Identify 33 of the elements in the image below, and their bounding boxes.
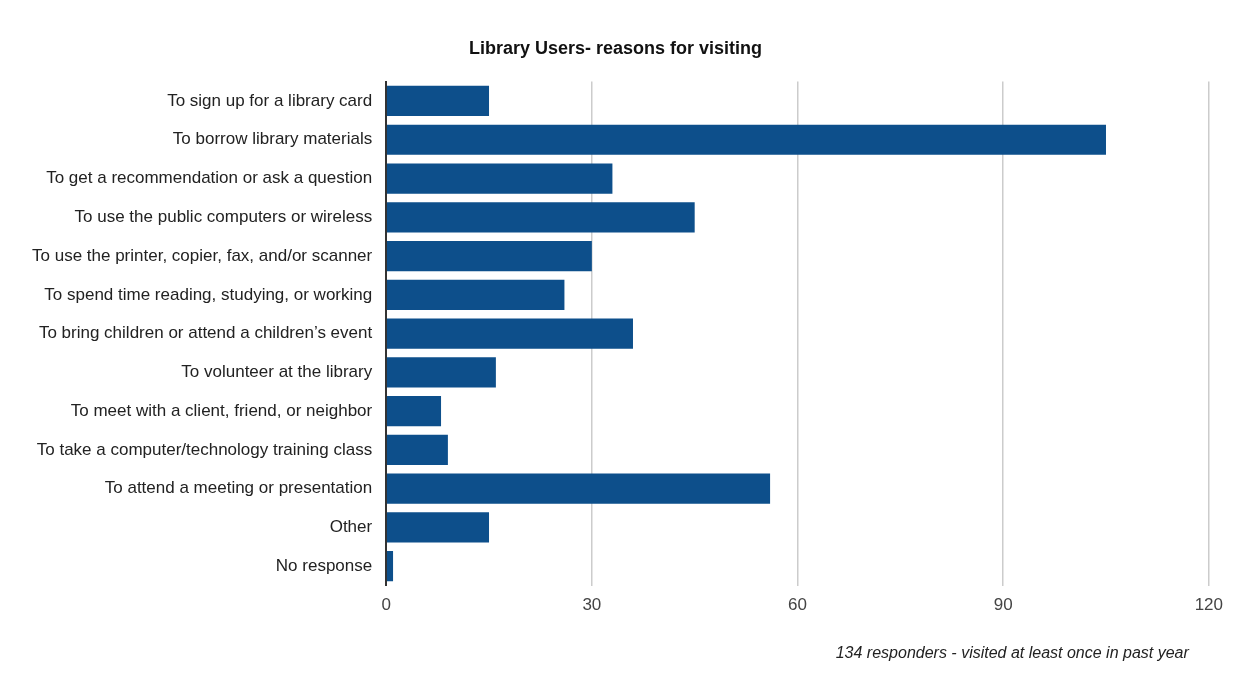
y-tick-label: To spend time reading, studying, or working [44, 284, 373, 304]
bar [386, 202, 695, 233]
x-tick-label: 30 [582, 595, 602, 615]
y-tick-label: To borrow library materials [172, 129, 373, 149]
bar [386, 85, 490, 117]
y-tick-label: To meet with a client, friend, or neighbor [70, 400, 373, 420]
x-tick-label: 90 [993, 595, 1013, 615]
bar [386, 163, 613, 194]
y-tick-label: To use the printer, copier, fax, and/or scanner [32, 245, 373, 265]
bar [386, 473, 771, 504]
x-tick-label: 0 [381, 595, 391, 615]
y-tick-label: No response [275, 555, 373, 575]
y-tick-label: To sign up for a library card [167, 90, 373, 110]
y-tick-label: To volunteer at the library [181, 362, 373, 382]
bar [386, 240, 592, 272]
y-tick-label: To use the public computers or wireless [74, 206, 373, 226]
bar [386, 357, 496, 388]
text: 134 responders - visited at least once in past year [835, 644, 1190, 662]
y-tick-label: To attend a meeting or presentation [104, 478, 373, 498]
x-tick-label: 120 [1194, 595, 1224, 615]
y-tick-label: Other [329, 517, 373, 537]
x-tick-label: 60 [788, 595, 807, 615]
bar [386, 396, 442, 427]
chart-title: Library Users- reasons for visiting [468, 37, 763, 58]
y-tick-label: To get a recommendation or ask a question [46, 168, 373, 188]
bar [386, 434, 448, 466]
y-tick-label: To bring children or attend a children’s event [38, 323, 373, 343]
bar [386, 551, 394, 582]
bar [386, 279, 565, 310]
bar [386, 124, 1106, 155]
y-tick-label: To take a computer/technology training class [36, 439, 373, 459]
bar [386, 512, 490, 543]
bar [386, 318, 633, 349]
